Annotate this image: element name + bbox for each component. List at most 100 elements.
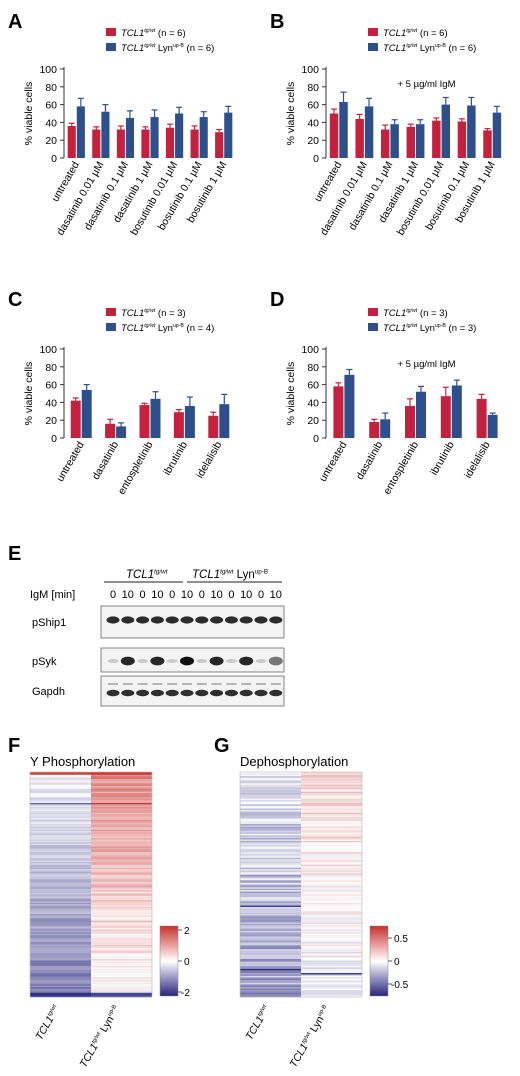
- legend-swatch-tcl1: [106, 308, 116, 316]
- heat-cell-right: [91, 814, 152, 816]
- y-tick-label: 80: [307, 362, 319, 374]
- heat-cell-right: [301, 783, 362, 785]
- heat-cell-left: [30, 808, 91, 811]
- heat-cell-left: [240, 989, 301, 992]
- heat-cell-left: [30, 790, 91, 792]
- treatment-note: + 5 µg/ml IgM: [398, 79, 456, 90]
- heat-cell-right: [91, 822, 152, 825]
- heat-cell-left: [240, 788, 301, 791]
- bar-tcl1-lyn: [125, 117, 135, 158]
- legend-label-tcl1: TCL1tg/wt (n = 6): [383, 28, 448, 39]
- heat-cell-left: [240, 800, 301, 802]
- heat-cell-right: [301, 890, 362, 892]
- heat-cell-left: [240, 818, 301, 821]
- heat-cell-left: [30, 947, 91, 950]
- heat-cell-right: [301, 870, 362, 873]
- heat-cell-right: [301, 787, 362, 790]
- heat-cell-right: [91, 897, 152, 899]
- heat-cell-left: [30, 859, 91, 861]
- heat-cell-right: [301, 912, 362, 915]
- bar-tcl1-lyn: [219, 404, 230, 438]
- heat-cell-left: [30, 857, 91, 860]
- heat-cell-right: [91, 953, 152, 956]
- heat-cell-left: [30, 777, 91, 780]
- heat-cell-left: [30, 956, 91, 958]
- y-tick-label: 40: [45, 397, 57, 409]
- y-tick-label: 40: [45, 117, 57, 129]
- heat-cell-left: [30, 787, 91, 790]
- heat-cell-right: [301, 852, 362, 854]
- heat-cell-right: [301, 791, 362, 794]
- heat-cell-left: [30, 971, 91, 974]
- heat-cell-left: [240, 793, 301, 795]
- heat-cell-right: [301, 991, 362, 994]
- heat-cell-right: [301, 939, 362, 942]
- heat-cell-right: [301, 809, 362, 812]
- heat-cell-left: [240, 839, 301, 842]
- heat-cell-left: [30, 942, 91, 944]
- heat-cell-right: [301, 914, 362, 916]
- heat-cell-left: [30, 940, 91, 943]
- heat-cell-left: [240, 863, 301, 866]
- band-psyk: [166, 659, 178, 663]
- heat-cell-right: [91, 919, 152, 922]
- panel-letter-d: D: [270, 289, 284, 311]
- bar-tcl1-lyn: [380, 419, 391, 438]
- heat-cell-right: [301, 974, 362, 977]
- heat-cell-right: [91, 871, 152, 874]
- legend-swatch-tcl1-lyn: [106, 43, 116, 51]
- band-pship1: [165, 616, 179, 624]
- heat-cell-left: [30, 946, 91, 949]
- heat-cell-right: [91, 949, 152, 951]
- heatmap-x-label: TCL1tg/wt: [33, 1003, 63, 1042]
- heat-cell-right: [301, 773, 362, 776]
- heat-cell-left: [30, 862, 91, 864]
- heat-cell-right: [91, 952, 152, 954]
- heat-cell-right: [91, 928, 152, 930]
- band-psyk: [180, 656, 194, 666]
- heat-cell-left: [30, 901, 91, 904]
- heat-cell-left: [30, 825, 91, 828]
- heat-cell-right: [301, 824, 362, 826]
- heat-cell-left: [30, 981, 91, 984]
- bar-tcl1: [440, 396, 451, 438]
- heat-cell-right: [91, 853, 152, 856]
- heat-cell-left: [240, 898, 301, 901]
- heat-cell-left: [30, 774, 91, 777]
- western-blot: IgM [min] 0 10 0 10 0 10 0 10 0 10 0 10 pShip1 pSyk…: [30, 568, 285, 707]
- heat-cell-left: [240, 918, 301, 920]
- bar-tcl1-lyn: [364, 106, 374, 158]
- heat-cell-left: [30, 980, 91, 982]
- bar-tcl1-lyn: [150, 117, 159, 158]
- heat-cell-left: [240, 857, 301, 860]
- heat-cell-right: [91, 954, 152, 957]
- heat-cell-right: [91, 898, 152, 901]
- heat-cell-left: [240, 892, 301, 895]
- heat-cell-right: [301, 790, 362, 792]
- heat-cell-left: [30, 874, 91, 877]
- heat-cell-right: [91, 802, 152, 805]
- heat-cell-left: [30, 878, 91, 881]
- legend-swatch-tcl1: [368, 28, 378, 36]
- heat-cell-left: [240, 871, 301, 874]
- bar-tcl1: [369, 421, 380, 438]
- heat-cell-left: [30, 914, 91, 916]
- blot-bands: [106, 616, 283, 697]
- heat-cell-right: [91, 975, 152, 978]
- heatmap-f-tick-high: 2: [184, 926, 190, 937]
- heat-cell-left: [240, 978, 301, 981]
- heat-cell-left: [30, 776, 91, 778]
- heat-cell-left: [240, 901, 301, 904]
- heat-cell-right: [301, 964, 362, 967]
- heat-cell-left: [30, 832, 91, 835]
- heat-cell-left: [240, 835, 301, 837]
- heat-cell-right: [301, 915, 362, 918]
- heat-cell-right: [91, 932, 152, 935]
- heat-cell-right: [91, 874, 152, 877]
- heat-cell-right: [301, 919, 362, 922]
- x-tick-label: idelalisib: [462, 439, 493, 480]
- heat-cell-right: [301, 905, 362, 908]
- heatmap-border: [239, 771, 363, 998]
- heat-cell-right: [301, 881, 362, 884]
- heat-cell-left: [30, 780, 91, 783]
